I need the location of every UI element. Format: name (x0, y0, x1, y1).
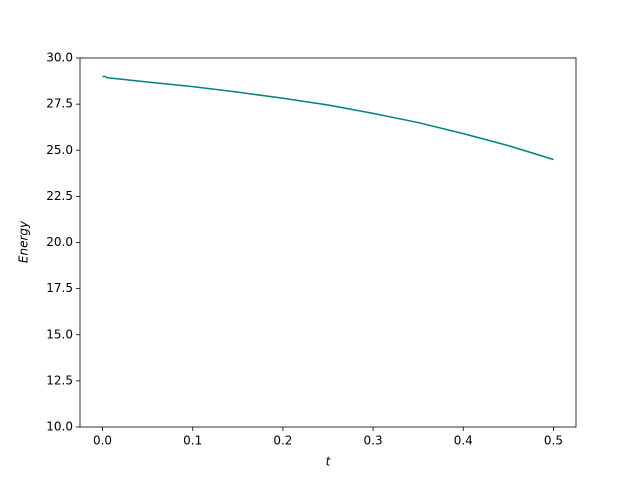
y-axis-label: Energy (17, 220, 31, 263)
y-tick-label: 17.5 (46, 281, 73, 295)
y-tick-label: 10.0 (46, 420, 73, 434)
x-tick-label: 0.0 (93, 434, 112, 448)
x-tick-label: 0.4 (454, 434, 473, 448)
y-tick-label: 15.0 (46, 327, 73, 341)
x-axis-label: t (326, 455, 332, 469)
plot-frame (79, 57, 577, 428)
y-tick-label: 30.0 (46, 51, 73, 65)
line-series (102, 75, 554, 161)
x-tick-label: 0.2 (273, 434, 292, 448)
y-tick-label: 27.5 (46, 97, 73, 111)
y-tick-label: 12.5 (46, 373, 73, 387)
y-tick-label: 20.0 (46, 235, 73, 249)
y-tick-label: 25.0 (46, 143, 73, 157)
x-tick-label: 0.1 (183, 434, 202, 448)
x-tick-label: 0.3 (364, 434, 383, 448)
y-tick-label: 22.5 (46, 189, 73, 203)
x-tick-label: 0.5 (544, 434, 563, 448)
